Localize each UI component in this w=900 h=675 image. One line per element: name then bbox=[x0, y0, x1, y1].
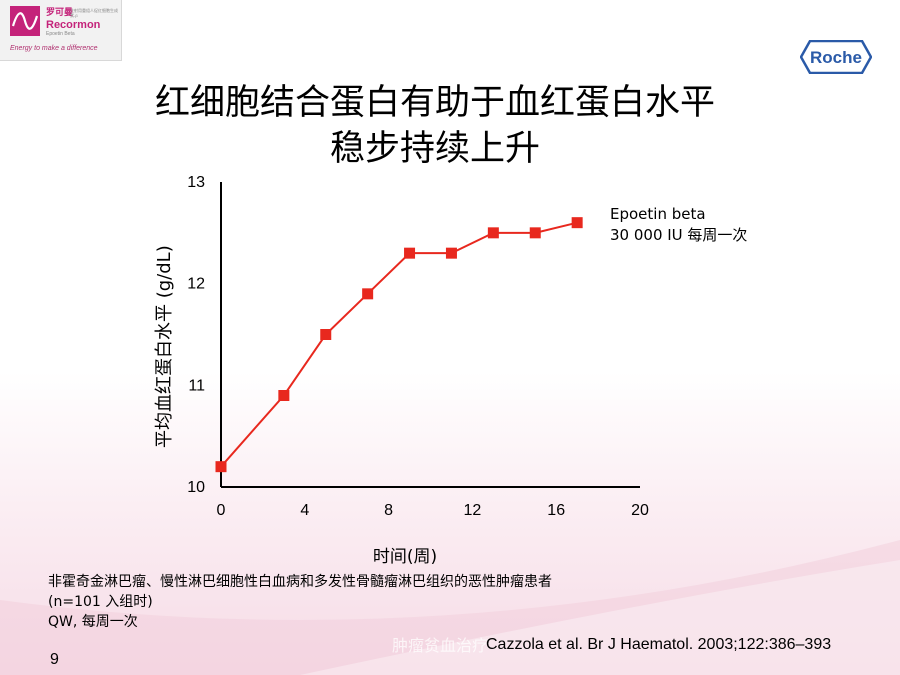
recormon-wave-icon bbox=[10, 6, 40, 36]
slide-title: 红细胞结合蛋白有助于血红蛋白水平 稳步持续上升 bbox=[0, 80, 870, 172]
roche-logo-icon: Roche bbox=[800, 40, 872, 74]
x-tick-label: 16 bbox=[547, 502, 565, 519]
legend-line-2: 30 000 IU 每周一次 bbox=[610, 226, 748, 244]
x-tick-label: 12 bbox=[464, 502, 482, 519]
footnote-line-3: QW, 每周一次 bbox=[48, 614, 138, 630]
x-tick-label: 4 bbox=[300, 502, 309, 519]
x-tick-label: 20 bbox=[631, 502, 649, 519]
page-number: 9 bbox=[50, 651, 59, 668]
title-line-1: 红细胞结合蛋白有助于血红蛋白水平 bbox=[154, 83, 715, 123]
watermark-text: 肿瘤贫血治疗 bbox=[392, 636, 489, 655]
data-point-marker bbox=[215, 461, 227, 473]
y-tick-label: 11 bbox=[188, 377, 205, 394]
roche-label: Roche bbox=[810, 48, 862, 67]
series-legend: Epoetin beta 30 000 IU 每周一次 bbox=[610, 204, 747, 246]
data-point-marker bbox=[571, 217, 583, 229]
data-point-marker bbox=[320, 329, 332, 340]
y-tick-label: 10 bbox=[187, 479, 205, 496]
brand-en-sub: Epoetin Beta bbox=[46, 31, 75, 37]
y-tick-label: 13 bbox=[187, 174, 205, 191]
footnote-line-2: (n=101 入组时) bbox=[48, 594, 153, 610]
y-tick-label: 12 bbox=[187, 276, 205, 293]
data-point-marker bbox=[529, 227, 541, 239]
x-axis-label: 时间(周) bbox=[372, 547, 438, 567]
x-tick-label: 8 bbox=[384, 502, 393, 519]
citation: Cazzola et al. Br J Haematol. 2003;122:3… bbox=[486, 636, 832, 653]
title-line-2: 稳步持续上升 bbox=[329, 129, 540, 169]
brand-tagline: Energy to make a difference bbox=[10, 45, 98, 52]
brand-cn: 罗可曼 bbox=[46, 7, 74, 17]
data-point-marker bbox=[362, 288, 374, 300]
data-point-marker bbox=[404, 247, 416, 259]
brand-en: Recormon bbox=[46, 19, 101, 31]
series-line bbox=[220, 221, 578, 468]
brand-cn-desc: 注射用重组人促红细胞生成素-β bbox=[70, 8, 118, 18]
data-point-marker bbox=[445, 247, 457, 259]
data-point-marker bbox=[487, 227, 499, 239]
footnote: 非霍奇金淋巴瘤、慢性淋巴细胞性白血病和多发性骨髓瘤淋巴组织的恶性肿瘤患者 (n=… bbox=[48, 572, 552, 632]
data-point-marker bbox=[278, 390, 290, 401]
footnote-line-1: 非霍奇金淋巴瘤、慢性淋巴细胞性白血病和多发性骨髓瘤淋巴组织的恶性肿瘤患者 bbox=[48, 574, 552, 590]
legend-line-1: Epoetin beta bbox=[610, 205, 706, 223]
y-axis-label: 平均血红蛋白水平 (g/dL) bbox=[154, 245, 175, 448]
recormon-logo: 罗可曼 注射用重组人促红细胞生成素-β Recormon Epoetin Bet… bbox=[0, 0, 122, 61]
x-tick-label: 0 bbox=[217, 502, 226, 519]
